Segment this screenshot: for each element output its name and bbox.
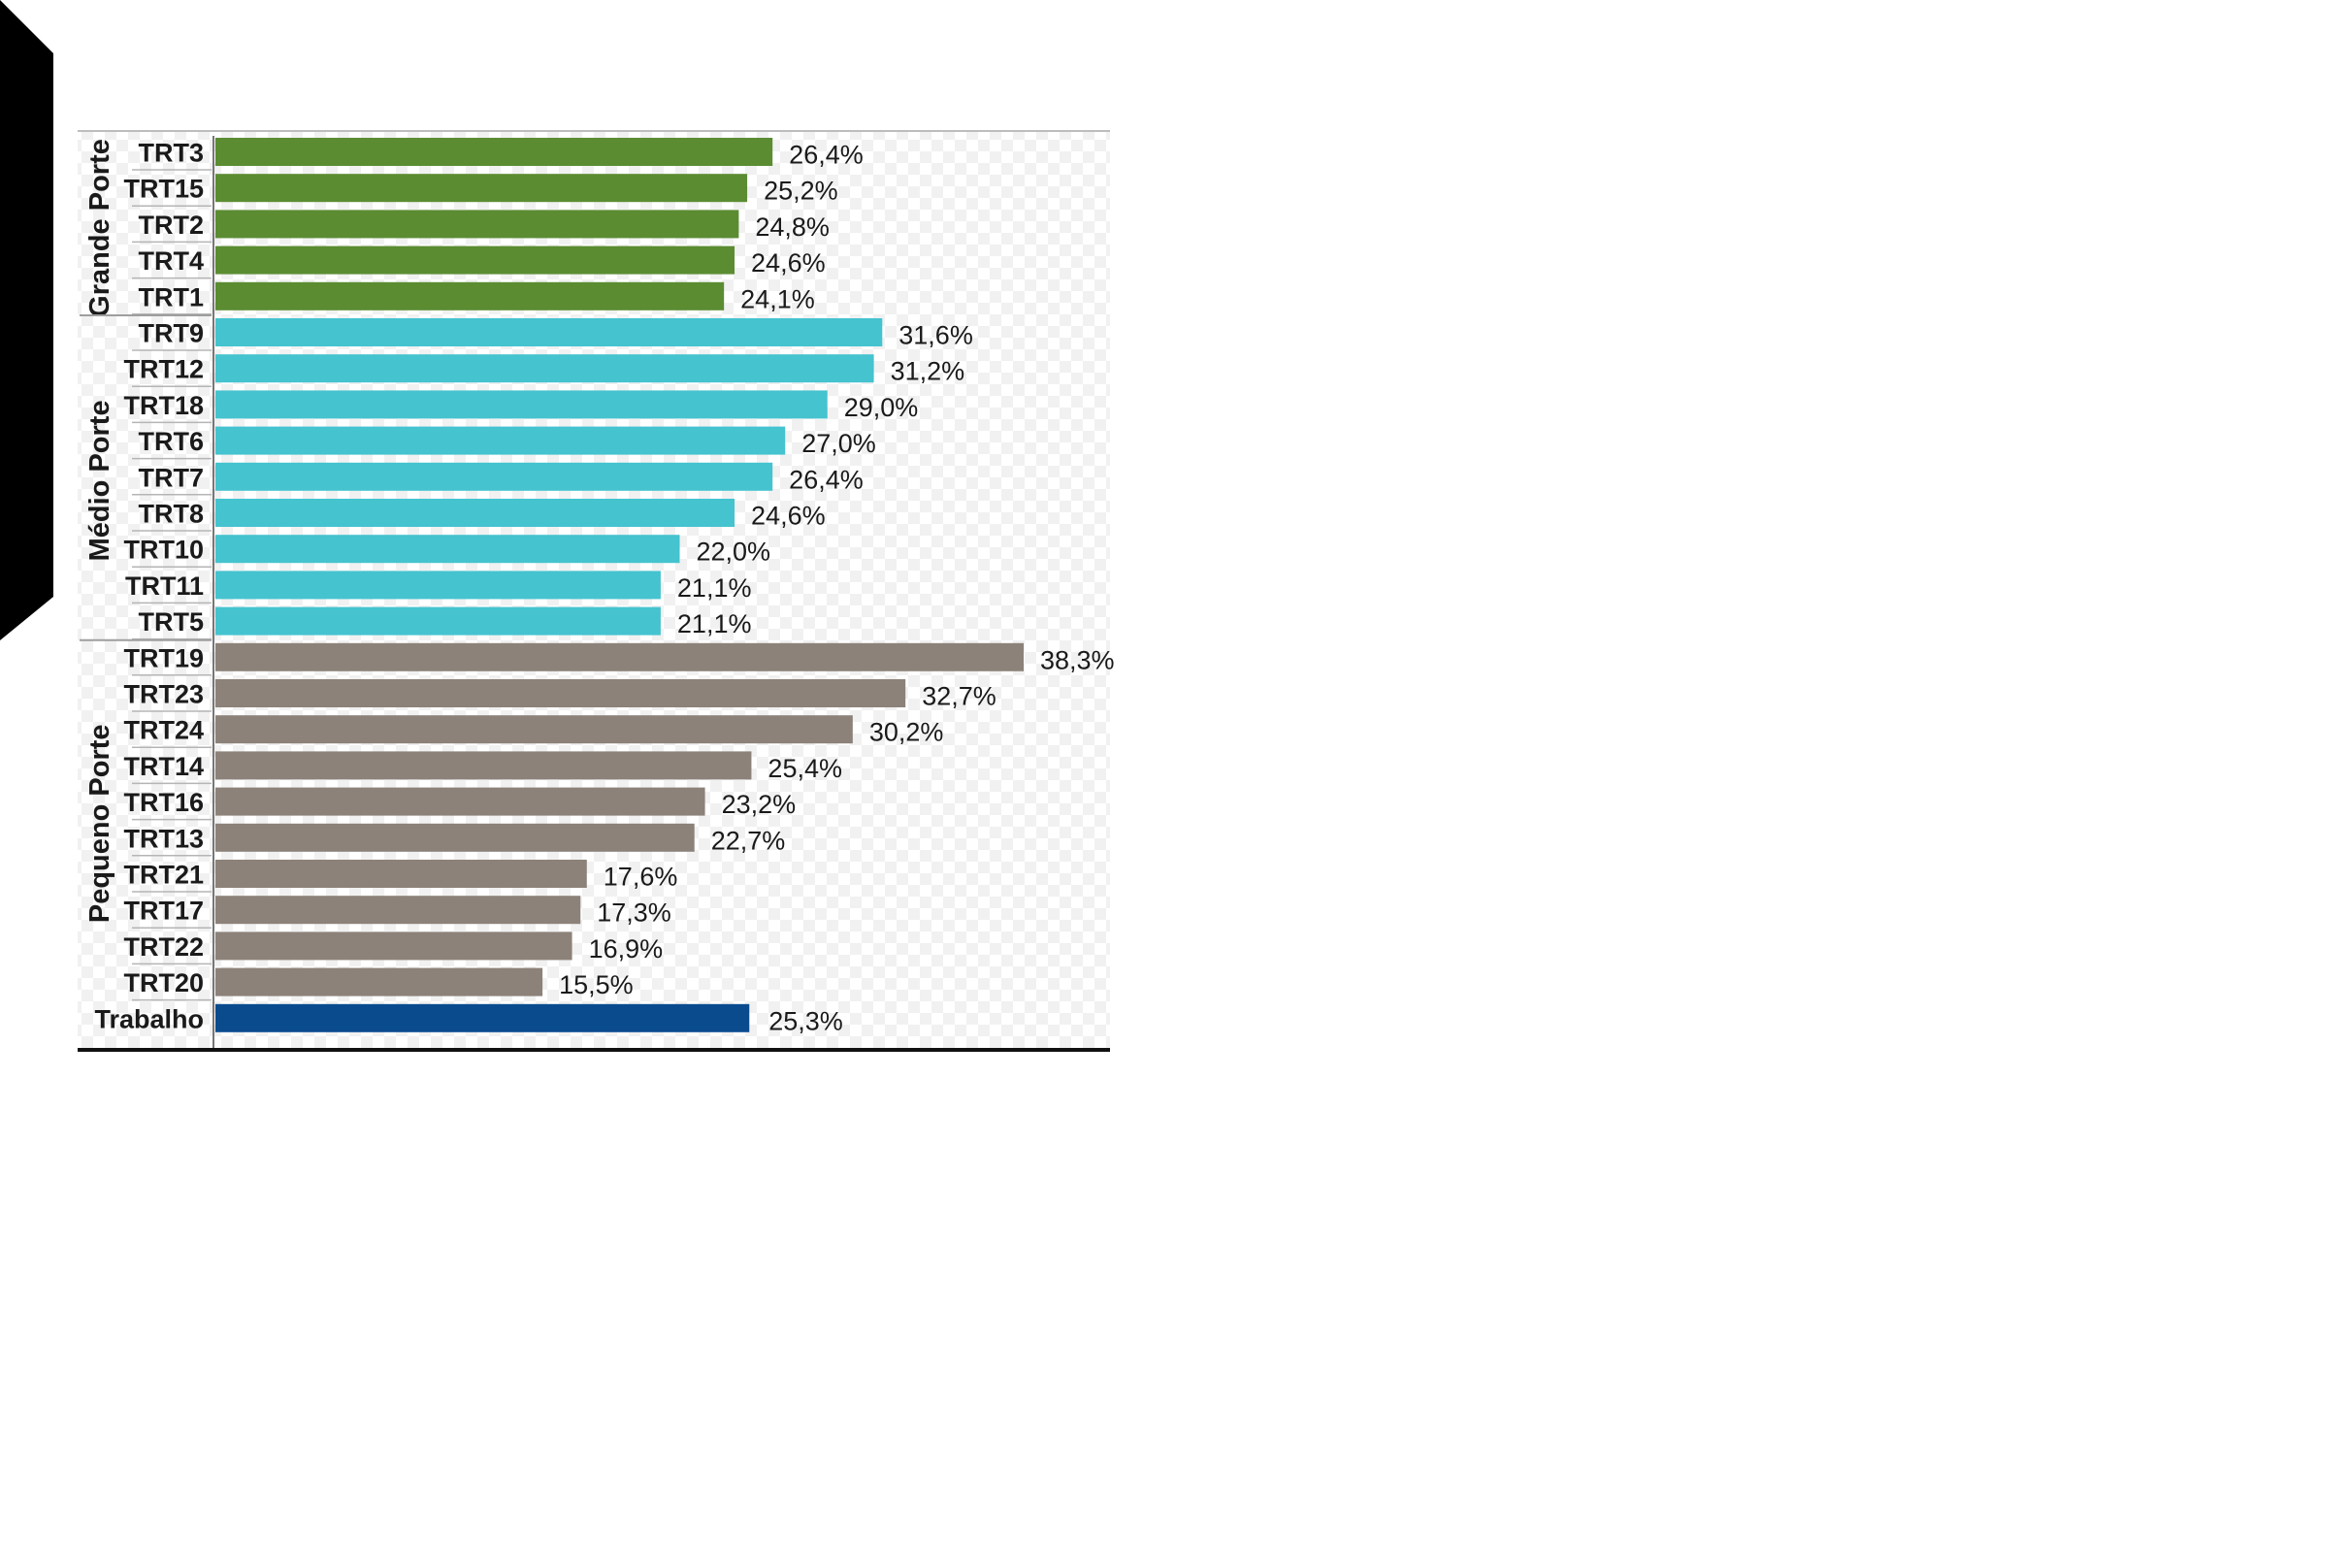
value-label: 24,8% xyxy=(755,212,830,242)
value-label: 32,7% xyxy=(922,682,996,711)
value-label: 22,7% xyxy=(711,826,786,855)
category-label: TRT4 xyxy=(139,246,205,276)
value-label: 30,2% xyxy=(869,718,944,747)
value-label: 24,1% xyxy=(740,284,815,313)
value-label: 26,4% xyxy=(789,141,864,170)
bar-trt20 xyxy=(215,967,543,996)
value-label: 29,0% xyxy=(844,393,919,422)
category-label: TRT3 xyxy=(139,139,205,168)
value-label: 21,1% xyxy=(677,573,752,603)
category-label: TRT8 xyxy=(139,500,205,529)
category-label: TRT15 xyxy=(123,175,204,204)
value-label: 17,3% xyxy=(597,898,671,928)
bar-trt22 xyxy=(215,931,572,961)
category-label-total: Trabalho xyxy=(94,1004,204,1033)
bar-trt9 xyxy=(215,318,883,346)
category-label: TRT22 xyxy=(123,932,204,962)
category-label: TRT16 xyxy=(123,788,204,817)
bar-trabalho-total xyxy=(215,1003,750,1032)
bar-trt12 xyxy=(215,354,874,383)
category-label: TRT2 xyxy=(139,211,205,240)
category-label: TRT11 xyxy=(125,572,204,601)
bar-trt19 xyxy=(215,642,1024,671)
category-label: TRT20 xyxy=(123,968,204,997)
value-label: 16,9% xyxy=(589,934,664,964)
value-label: 22,0% xyxy=(696,538,770,567)
bar-trt21 xyxy=(215,860,587,888)
bar-trt10 xyxy=(215,535,680,564)
category-label: TRT19 xyxy=(123,643,204,672)
category-label: TRT18 xyxy=(123,391,204,420)
bar-trt4 xyxy=(215,245,735,275)
bar-trt1 xyxy=(215,281,725,310)
value-label: 21,1% xyxy=(677,609,752,638)
value-label: 24,6% xyxy=(751,502,826,531)
category-label: TRT10 xyxy=(123,536,204,565)
bar-trt2 xyxy=(215,210,739,239)
value-label: 31,6% xyxy=(898,321,973,350)
category-label: TRT21 xyxy=(123,861,204,890)
category-label: TRT24 xyxy=(123,716,204,745)
bar-trt24 xyxy=(215,715,853,744)
bar-trt5 xyxy=(215,606,661,636)
value-label: 26,4% xyxy=(789,465,864,494)
bar-trt23 xyxy=(215,679,906,707)
category-label: TRT17 xyxy=(123,897,204,926)
category-label: TRT6 xyxy=(139,427,205,456)
value-label: 24,6% xyxy=(751,248,826,278)
category-label: TRT14 xyxy=(123,752,204,781)
category-label: TRT1 xyxy=(139,282,205,311)
bar-trt3 xyxy=(215,138,773,166)
value-label: 15,5% xyxy=(559,970,634,999)
value-label: 17,6% xyxy=(604,863,678,892)
value-label: 27,0% xyxy=(801,429,876,458)
bar-trt18 xyxy=(215,390,828,419)
bar-trt14 xyxy=(215,751,752,780)
category-label: TRT9 xyxy=(139,319,205,348)
value-label: 25,4% xyxy=(768,754,842,783)
value-label: 23,2% xyxy=(722,790,797,819)
bar-trt15 xyxy=(215,174,748,203)
value-label-total: 25,3% xyxy=(768,1006,843,1035)
value-label: 38,3% xyxy=(1040,645,1115,674)
category-label: TRT5 xyxy=(139,607,205,637)
category-label: TRT12 xyxy=(123,355,204,384)
category-label: TRT13 xyxy=(123,824,204,853)
bar-trt16 xyxy=(215,787,705,816)
bar-trt11 xyxy=(215,571,661,600)
bar-trt8 xyxy=(215,499,735,527)
bar-trt13 xyxy=(215,823,695,852)
group-label: Pequeno Porte xyxy=(84,724,115,923)
value-label: 31,2% xyxy=(891,357,965,386)
bar-trt7 xyxy=(215,462,773,491)
group-label: Médio Porte xyxy=(84,400,115,561)
group-label: Grande Porte xyxy=(84,139,115,317)
bar-trt17 xyxy=(215,896,581,925)
category-label: TRT7 xyxy=(139,463,205,492)
bar-trt6 xyxy=(215,426,786,455)
side-tab-decoration xyxy=(0,0,53,640)
value-label: 25,2% xyxy=(764,177,838,206)
category-label: TRT23 xyxy=(123,680,204,709)
